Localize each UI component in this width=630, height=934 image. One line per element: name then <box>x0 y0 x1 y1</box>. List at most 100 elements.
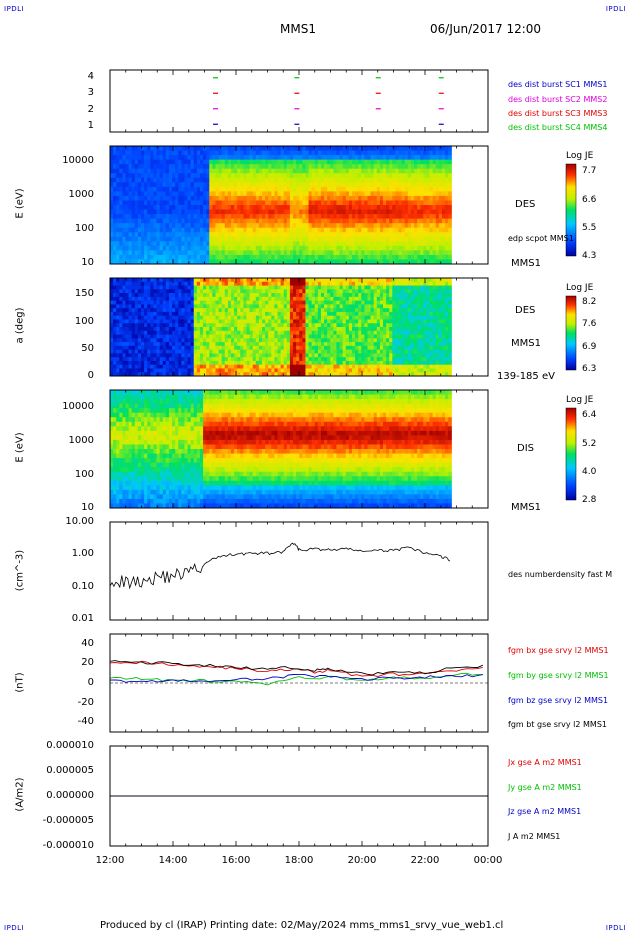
heat-des-cell <box>373 259 378 264</box>
heat-pa-cell <box>320 323 325 328</box>
heat-des-cell <box>165 227 170 233</box>
heat-des-cell <box>159 168 164 174</box>
heat-des-cell <box>448 200 452 206</box>
heat-pa-cell <box>168 278 173 283</box>
heat-pa-cell <box>193 357 198 362</box>
heat-des-cell <box>364 205 369 211</box>
heat-des-cell <box>348 214 353 220</box>
heat-pa-cell <box>131 338 136 343</box>
heat-des-cell <box>159 155 164 161</box>
heat-pa-cell <box>286 323 291 328</box>
heat-des-cell <box>156 205 161 211</box>
heat-des-cell <box>441 218 446 224</box>
heat-des-cell <box>199 245 204 251</box>
heat-des-cell <box>364 173 369 179</box>
heat-pa-cell <box>168 334 173 339</box>
heat-pa-cell <box>147 304 151 309</box>
heat-pa-cell <box>324 353 328 358</box>
heat-des-cell <box>376 191 381 197</box>
heat-pa-cell <box>342 323 347 328</box>
heat-pa-cell <box>184 285 189 290</box>
heat-pa-cell <box>153 296 158 302</box>
heat-des-cell <box>252 223 257 229</box>
heat-des-cell <box>305 164 310 170</box>
heat-pa-cell <box>150 364 155 370</box>
heat-pa-cell <box>119 304 124 309</box>
heat-pa-cell <box>199 334 204 339</box>
heat-des-cell <box>342 236 347 242</box>
heat-des-cell <box>438 218 443 224</box>
heat-des-cell <box>330 241 334 247</box>
heat-pa-cell <box>286 353 291 358</box>
heat-des-cell <box>448 241 452 247</box>
heat-des-cell <box>324 214 328 220</box>
heat-pa-cell <box>175 293 179 298</box>
heat-des-cell <box>348 241 353 247</box>
heat-pa-cell <box>265 360 269 366</box>
heat-des-cell <box>398 214 403 220</box>
heat-pa-cell <box>119 353 124 358</box>
heat-des-cell <box>237 186 241 192</box>
heat-pa-cell <box>206 300 210 305</box>
heat-des-cell <box>237 150 241 156</box>
heat-des-cell <box>392 195 397 202</box>
heat-des-cell <box>116 259 120 264</box>
heat-des-cell <box>330 250 334 256</box>
heat-pa-cell <box>144 296 148 302</box>
heat-des-cell <box>181 205 186 211</box>
heat-pa-cell <box>193 308 198 313</box>
heat-des-cell <box>293 200 297 206</box>
heat-des-cell <box>212 227 217 233</box>
heat-des-cell <box>302 182 307 188</box>
heat-pa-cell <box>125 372 130 376</box>
heat-pa-cell <box>265 289 269 294</box>
heat-des-cell <box>389 254 393 261</box>
heat-pa-cell <box>305 345 310 351</box>
heat-des-cell <box>234 150 238 156</box>
heat-pa-cell <box>162 342 167 347</box>
heat-pa-cell <box>277 296 282 302</box>
heat-des-cell <box>212 150 217 156</box>
heat-pa-cell <box>199 323 204 328</box>
heat-pa-cell <box>255 319 260 324</box>
heat-des-cell <box>320 214 325 220</box>
heat-pa-cell <box>181 319 186 324</box>
heat-des-cell <box>438 173 443 179</box>
heat-pa-cell <box>327 293 331 298</box>
heat-pa-cell <box>218 296 223 302</box>
heat-des-cell <box>134 245 139 251</box>
heat-des-cell <box>435 209 440 215</box>
heat-des-cell <box>206 254 210 261</box>
heat-des-cell <box>277 259 282 264</box>
heat-des-cell <box>445 241 449 247</box>
heat-des-cell <box>258 146 263 152</box>
heat-des-cell <box>147 227 151 233</box>
heat-des-cell <box>441 232 446 238</box>
heat-des-cell <box>237 223 241 229</box>
heat-des-cell <box>445 150 449 156</box>
heat-pa-cell <box>172 300 176 305</box>
heat-pa-cell <box>156 364 161 370</box>
heat-des-cell <box>212 155 217 161</box>
heat-pa-cell <box>311 338 316 343</box>
heat-pa-cell <box>134 323 139 328</box>
heat-des-cell <box>342 182 347 188</box>
heat-des-cell <box>196 164 201 170</box>
heat-des-cell <box>441 254 446 261</box>
heat-des-cell <box>324 205 328 211</box>
heat-pa-cell <box>227 342 232 347</box>
heat-pa-cell <box>215 304 220 309</box>
heat-des-cell <box>336 195 341 202</box>
heat-des-cell <box>237 232 241 238</box>
heat-des-cell <box>296 168 300 174</box>
heat-des-cell <box>134 177 139 183</box>
heat-des-cell <box>392 218 397 224</box>
heat-des-cell <box>286 241 291 247</box>
heat-pa-cell <box>193 342 198 347</box>
heat-des-cell <box>407 186 412 192</box>
heat-des-cell <box>445 227 449 233</box>
heat-pa-cell <box>255 357 260 362</box>
heat-des-cell <box>255 205 260 211</box>
heat-pa-cell <box>224 357 229 362</box>
heat-pa-cell <box>119 285 124 290</box>
